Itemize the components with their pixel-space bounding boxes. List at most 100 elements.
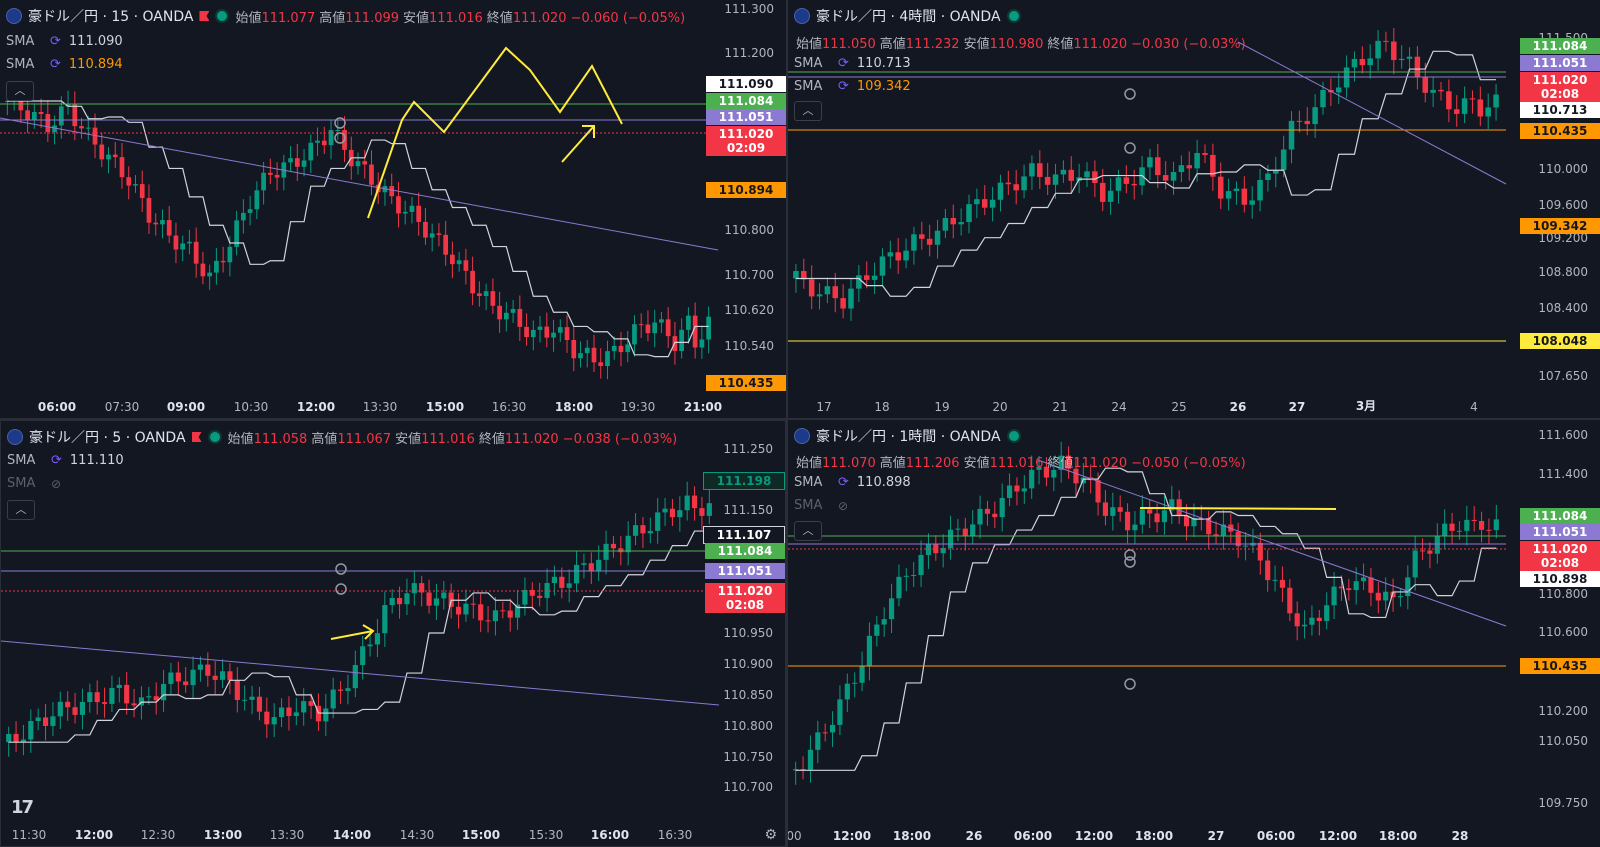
sync-icon[interactable]: ⟳	[50, 34, 61, 49]
candle-body	[507, 610, 513, 618]
candle-body	[692, 315, 698, 348]
ohlc-key: 高値	[319, 10, 346, 26]
chart-pane-4h[interactable]: 豪ドル／円 · 4時間 · OANDA 始値111.050 高値111.232 安値…	[788, 0, 1600, 418]
time-tick: 21:00	[683, 400, 723, 414]
chevron-up-icon: ︿	[15, 503, 27, 516]
time-tick: 15:00	[425, 400, 465, 414]
symbol-title[interactable]: 豪ドル／円 · 1時間 · OANDA	[816, 429, 1001, 445]
indicator-sma-2-hidden[interactable]: SMA ⊘	[7, 476, 61, 491]
pane-divider-vertical[interactable]	[786, 0, 788, 847]
time-axis[interactable]: 11:30 12:00 12:30 13:00 13:30 14:00 14:30 15:00…	[1, 824, 705, 846]
candle-body	[874, 624, 880, 636]
pattern-annotation[interactable]	[367, 46, 623, 219]
candle-body	[808, 279, 815, 297]
pane-divider-horizontal[interactable]	[0, 418, 1600, 420]
price-tick: 110.600	[1538, 625, 1588, 639]
time-tick: 28	[1451, 829, 1469, 843]
time-axis[interactable]: 17 18 19 20 21 24 25 26 27 3月 4	[788, 396, 1520, 418]
indicator-sma-2[interactable]: SMA ⟳ 110.894	[6, 57, 123, 72]
eye-hidden-icon[interactable]: ⊘	[51, 476, 62, 491]
price-axis[interactable]: 111.500110.000109.600109.200108.800108.4…	[1520, 0, 1600, 396]
candle-body	[355, 161, 361, 167]
alarm-clock-icon	[1124, 88, 1136, 100]
price-axis[interactable]: 111.300 111.200 110.800 110.700 110.620 110.5…	[706, 0, 786, 396]
candle-body	[227, 246, 233, 263]
candlestick-plot[interactable]	[0, 0, 786, 418]
gear-icon[interactable]: ⚙	[764, 827, 777, 843]
arrow-annotation[interactable]	[330, 624, 375, 640]
candle-body	[1324, 605, 1330, 621]
candle-body	[436, 233, 442, 235]
chart-pane-15m[interactable]: 豪ドル／円 · 15 · OANDA 始値111.077 高値111.099 安値1…	[0, 0, 786, 418]
candle-body	[1446, 91, 1452, 110]
ohlc-value: 111.016	[429, 10, 483, 26]
candle-body	[207, 272, 213, 277]
time-axis[interactable]: :00 12:00 18:00 26 06:00 12:00 18:00 27 06:00 12:…	[788, 825, 1520, 847]
eye-hidden-icon[interactable]: ⊘	[838, 498, 849, 513]
symbol-title[interactable]: 豪ドル／円 · 15 · OANDA	[28, 9, 194, 25]
candle-body	[611, 345, 617, 352]
candle-body	[72, 104, 78, 127]
market-open-icon	[215, 9, 230, 23]
price-label: 111.020	[1520, 541, 1600, 557]
candle-body	[242, 699, 248, 701]
candle-body	[596, 559, 602, 572]
resistance-annotation[interactable]	[1139, 507, 1337, 510]
candle-body	[106, 154, 111, 160]
indicator-sma-1[interactable]: SMA ⟳ 111.090	[6, 34, 123, 49]
price-label: 111.084	[1520, 508, 1600, 524]
price-axis[interactable]: 111.600 111.400 110.800 110.600 110.200 110.0…	[1520, 420, 1600, 825]
time-tick: 10:30	[233, 400, 269, 414]
change-value: −0.030 (−0.03%)	[1131, 37, 1246, 52]
candle-body	[815, 732, 821, 750]
indicator-sma-2[interactable]: SMA ⟳ 109.342	[794, 79, 911, 94]
collapse-legend-button[interactable]: ︿	[794, 521, 822, 541]
candle-body	[402, 211, 408, 214]
candle-body	[977, 508, 983, 525]
time-tick: 27	[1207, 829, 1225, 843]
sync-icon[interactable]: ⟳	[838, 79, 849, 94]
price-label: 02:09	[706, 140, 786, 156]
candle-body	[1014, 485, 1020, 492]
time-axis[interactable]: 06:00 07:30 09:00 10:30 12:00 13:30 15:00 16:30…	[0, 396, 722, 418]
candle-body	[483, 291, 489, 296]
time-tick: 06:00	[1256, 829, 1296, 843]
alarm-clock-icon	[335, 563, 347, 575]
flag-icon[interactable]	[199, 11, 210, 21]
ohlc-key: 終値	[1047, 37, 1074, 52]
collapse-legend-button[interactable]: ︿	[7, 500, 35, 520]
sync-icon[interactable]: ⟳	[51, 453, 62, 468]
candle-body	[227, 671, 233, 681]
candle-body	[153, 222, 159, 225]
sync-icon[interactable]: ⟳	[838, 475, 849, 490]
candlestick-plot[interactable]	[788, 0, 1600, 418]
flag-icon[interactable]	[191, 432, 202, 442]
sync-icon[interactable]: ⟳	[838, 56, 849, 71]
tradingview-logo[interactable]: 17	[11, 797, 34, 818]
chart-pane-5m[interactable]: 豪ドル／円 · 5 · OANDA 始値111.058 高値111.067 安値11…	[0, 420, 786, 847]
ohlc-value: 111.067	[337, 431, 392, 447]
price-axis[interactable]: 111.250 111.150 110.950 110.900 110.850 110.8…	[703, 421, 785, 824]
market-open-icon	[207, 430, 222, 444]
time-tick: 26	[1229, 400, 1247, 414]
symbol-title[interactable]: 豪ドル／円 · 4時間 · OANDA	[816, 9, 1001, 25]
collapse-legend-button[interactable]: ︿	[6, 81, 34, 101]
candle-body	[919, 234, 925, 239]
candle-body	[1359, 58, 1366, 66]
candle-body	[903, 575, 909, 577]
ohlc-value: 111.020	[504, 431, 559, 447]
indicator-sma-2-hidden[interactable]: SMA ⊘	[794, 498, 848, 513]
indicator-sma-1[interactable]: SMA ⟳ 110.898	[794, 475, 911, 490]
indicator-sma-1[interactable]: SMA ⟳ 110.713	[794, 56, 911, 71]
collapse-legend-button[interactable]: ︿	[794, 101, 822, 121]
indicator-sma-1[interactable]: SMA ⟳ 111.110	[7, 453, 124, 468]
candle-body	[655, 512, 661, 531]
candle-body	[1493, 519, 1499, 531]
candle-body	[665, 319, 671, 337]
arrow-annotation[interactable]	[561, 125, 595, 163]
candlestick-plot[interactable]	[1, 421, 786, 847]
sync-icon[interactable]: ⟳	[50, 57, 61, 72]
candlestick-plot[interactable]	[788, 420, 1600, 847]
symbol-title[interactable]: 豪ドル／円 · 5 · OANDA	[29, 430, 186, 446]
chart-pane-1h[interactable]: 豪ドル／円 · 1時間 · OANDA 始値111.070 高値111.206 安値…	[788, 420, 1600, 847]
